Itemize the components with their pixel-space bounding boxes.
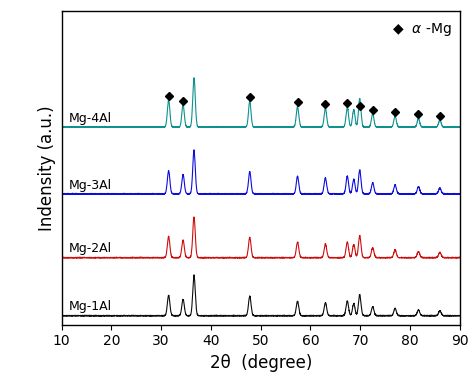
Text: Mg-2Al: Mg-2Al bbox=[69, 242, 112, 256]
Text: ◆  $\alpha$ -Mg: ◆ $\alpha$ -Mg bbox=[392, 21, 452, 38]
Text: Mg-3Al: Mg-3Al bbox=[69, 179, 112, 192]
Y-axis label: Indensity (a.u.): Indensity (a.u.) bbox=[38, 105, 56, 231]
Text: Mg-1Al: Mg-1Al bbox=[69, 301, 112, 313]
X-axis label: 2θ  (degree): 2θ (degree) bbox=[210, 354, 312, 372]
Text: Mg-4Al: Mg-4Al bbox=[69, 112, 112, 125]
